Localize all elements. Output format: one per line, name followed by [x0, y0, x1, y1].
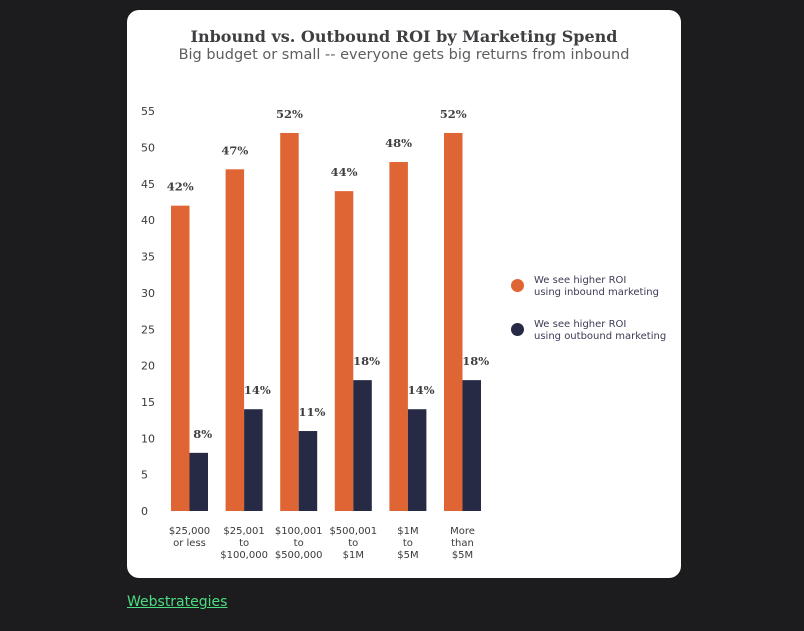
- bar-inbound: [171, 205, 190, 511]
- bar-value-label: 52%: [440, 107, 467, 121]
- bar-value-label: 44%: [331, 165, 358, 179]
- source-link[interactable]: Webstrategies: [127, 594, 228, 610]
- chart-card: Inbound vs. Outbound ROI by Marketing Sp…: [127, 10, 681, 578]
- legend-label-inbound-line1: We see higher ROI: [534, 275, 627, 286]
- bar-outbound: [407, 409, 427, 511]
- y-tick-label: 40: [141, 214, 155, 227]
- y-tick-label: 20: [141, 360, 155, 373]
- y-tick-label: 5: [141, 469, 148, 482]
- bar-outbound: [462, 380, 481, 511]
- y-tick-label: 45: [141, 178, 155, 191]
- y-tick-label: 25: [141, 323, 155, 336]
- bar-value-label: 52%: [276, 107, 303, 121]
- bar-value-label: 48%: [385, 136, 412, 150]
- legend-item-outbound: We see higher ROI using outbound marketi…: [511, 319, 681, 363]
- x-tick-label: $100,001 to $500,000: [275, 526, 323, 561]
- bar-value-label: 42%: [167, 180, 194, 194]
- bar-inbound: [225, 169, 245, 511]
- legend-swatch-inbound: [511, 279, 524, 292]
- bar-value-label: 14%: [244, 383, 271, 397]
- x-tick-label: More than $5M: [450, 526, 475, 561]
- bar-outbound: [298, 431, 318, 511]
- bar-value-label: 14%: [408, 383, 435, 397]
- y-tick-label: 15: [141, 396, 155, 409]
- bar-value-label: 18%: [462, 354, 489, 368]
- legend-swatch-outbound: [511, 323, 524, 336]
- bar-chart: 0 5 10 15 20 25 30 35 40 45 50 55 42% 47% 52% 44% 48% 52%…: [141, 105, 489, 561]
- x-tick-label: $1M to $5M: [397, 526, 418, 561]
- bar-inbound: [389, 162, 408, 512]
- x-tick-label: $25,000 or less: [169, 526, 210, 549]
- x-tick-label: $25,001 to $100,000: [220, 526, 268, 561]
- bar-value-label: 11%: [298, 405, 325, 419]
- chart-title: Inbound vs. Outbound ROI by Marketing Sp…: [190, 27, 618, 46]
- bar-value-label: 18%: [353, 354, 380, 368]
- bar-value-label: 8%: [193, 427, 212, 441]
- y-tick-label: 30: [141, 287, 155, 300]
- y-tick-label: 50: [141, 142, 155, 155]
- bar-outbound: [244, 409, 263, 511]
- bar-outbound: [353, 380, 372, 511]
- bar-inbound: [444, 132, 463, 511]
- bar-value-label: 47%: [221, 143, 248, 157]
- y-tick-label: 0: [141, 505, 148, 518]
- chart-legend: We see higher ROI using inbound marketin…: [511, 275, 681, 363]
- legend-label-outbound-line1: We see higher ROI: [534, 319, 627, 330]
- legend-label-inbound-line2: using inbound marketing: [534, 287, 659, 298]
- bar-outbound: [189, 452, 208, 511]
- y-tick-label: 10: [141, 432, 155, 445]
- bar-inbound: [280, 132, 299, 511]
- y-tick-label: 35: [141, 251, 155, 264]
- legend-label-outbound-line2: using outbound marketing: [534, 331, 667, 342]
- legend-item-inbound: We see higher ROI using inbound marketin…: [511, 275, 681, 319]
- x-tick-label: $500,001 to $1M: [329, 526, 377, 561]
- bar-inbound: [334, 191, 354, 511]
- y-tick-label: 55: [141, 105, 155, 118]
- chart-subtitle: Big budget or small -- everyone gets big…: [178, 47, 630, 63]
